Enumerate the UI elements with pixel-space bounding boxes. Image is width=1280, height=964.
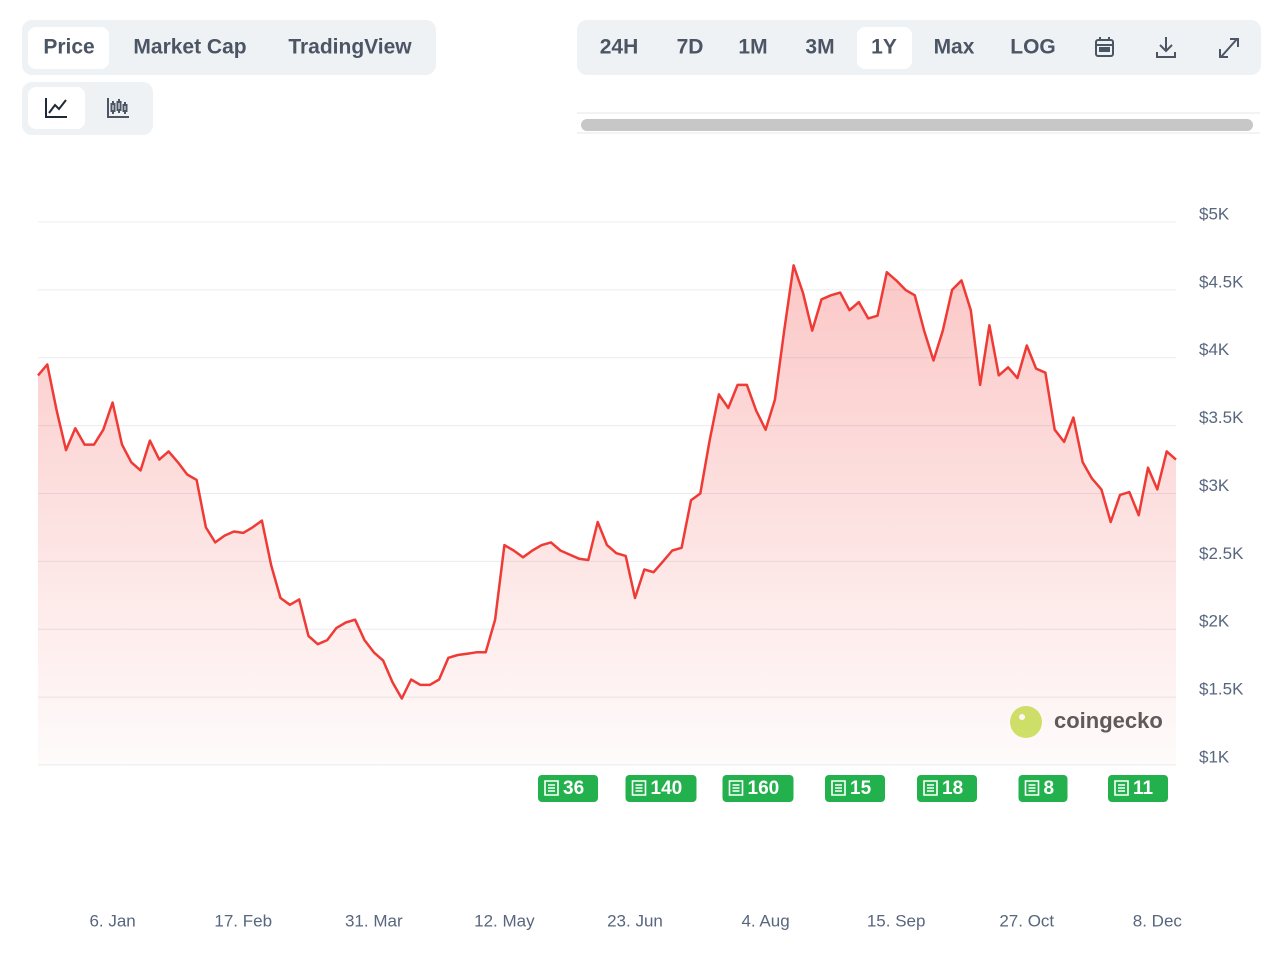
- y-tick-label: $1.5K: [1199, 680, 1244, 699]
- tab[interactable]: Market Cap: [133, 36, 246, 59]
- news-count: 11: [1133, 778, 1154, 799]
- price-line: [37, 264, 1177, 700]
- news-badge[interactable]: 140: [625, 775, 697, 802]
- range-button[interactable]: Max: [934, 36, 975, 59]
- x-tick-label: 23. Jun: [607, 911, 663, 930]
- x-tick-label: 15. Sep: [867, 911, 926, 930]
- fullscreen-icon[interactable]: [1219, 38, 1239, 58]
- candle-icon[interactable]: [107, 98, 129, 118]
- range-button[interactable]: 3M: [805, 36, 834, 59]
- x-tick-label: 6. Jan: [89, 911, 135, 930]
- news-count: 8: [1044, 778, 1055, 799]
- news-count: 140: [651, 778, 683, 799]
- news-badge[interactable]: 18: [917, 775, 977, 802]
- news-icon: [831, 780, 846, 796]
- y-tick-label: $4K: [1199, 340, 1230, 359]
- y-tick-label: $4.5K: [1199, 272, 1244, 291]
- news-badge[interactable]: 15: [825, 775, 885, 802]
- news-icon: [1024, 780, 1040, 796]
- tab-group: [22, 20, 436, 75]
- scrollbar-thumb[interactable]: [581, 119, 1253, 131]
- x-tick-label: 17. Feb: [214, 911, 272, 930]
- news-count: 36: [563, 778, 584, 799]
- y-tick-label: $5K: [1199, 204, 1230, 223]
- calendar-icon[interactable]: [1095, 37, 1114, 57]
- range-button[interactable]: 7D: [677, 36, 704, 59]
- news-badge[interactable]: 11: [1108, 775, 1168, 802]
- news-icon: [631, 780, 647, 796]
- tab-selected-bg: [28, 27, 109, 69]
- range-button[interactable]: 1Y: [871, 36, 897, 59]
- range-button[interactable]: LOG: [1010, 36, 1056, 59]
- price-area: [38, 265, 1176, 765]
- news-badge[interactable]: 160: [722, 775, 794, 802]
- download-icon[interactable]: [1156, 37, 1176, 58]
- x-tick-label: 8. Dec: [1133, 911, 1183, 930]
- y-tick-label: $2K: [1199, 612, 1230, 631]
- range-button[interactable]: 24H: [600, 36, 639, 59]
- line-icon: [45, 98, 67, 118]
- tab[interactable]: Price: [43, 36, 94, 59]
- news-icon: [544, 780, 559, 796]
- news-count: 18: [942, 778, 963, 799]
- news-count: 15: [850, 778, 872, 799]
- y-tick-label: $2.5K: [1199, 544, 1244, 563]
- line-type-button[interactable]: [28, 87, 85, 129]
- y-tick-label: $1K: [1199, 747, 1230, 766]
- news-count: 160: [748, 778, 780, 799]
- news-icon: [728, 780, 744, 796]
- tab[interactable]: TradingView: [288, 36, 412, 59]
- range-button[interactable]: 1M: [738, 36, 767, 59]
- news-icon: [1114, 780, 1129, 796]
- x-tick-label: 4. Aug: [741, 911, 789, 930]
- y-tick-label: $3.5K: [1199, 408, 1244, 427]
- news-badge[interactable]: 36: [538, 775, 598, 802]
- range-group: [577, 20, 1261, 75]
- news-badge[interactable]: 8: [1018, 775, 1068, 802]
- range-selected-bg: [857, 27, 912, 69]
- x-tick-label: 12. May: [474, 911, 535, 930]
- y-tick-label: $3K: [1199, 476, 1230, 495]
- news-icon: [923, 780, 938, 796]
- x-tick-label: 31. Mar: [345, 911, 403, 930]
- x-tick-label: 27. Oct: [999, 911, 1054, 930]
